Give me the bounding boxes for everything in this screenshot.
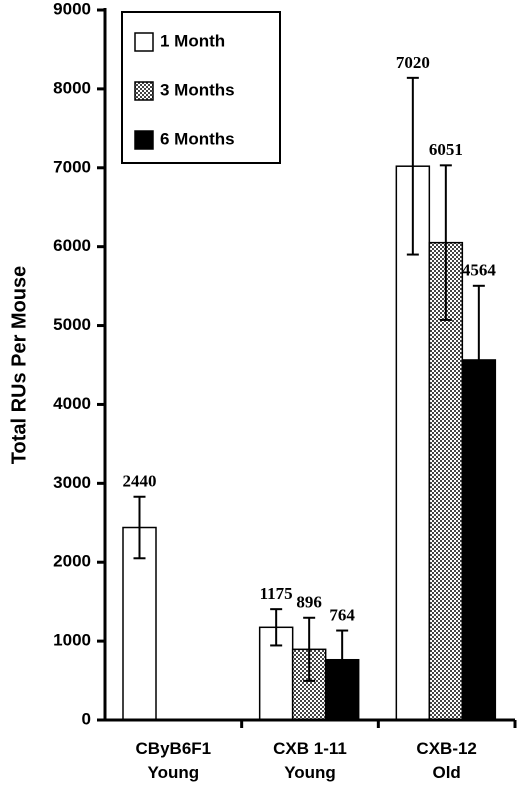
value-label: 6051 — [429, 140, 463, 159]
error-bar — [270, 608, 283, 647]
x-tick-label: CXB 1-11 Young — [273, 739, 347, 782]
error-bar — [133, 495, 146, 560]
legend-swatch — [134, 32, 154, 52]
value-label: 4564 — [462, 261, 497, 280]
legend-label: 1 Month — [160, 31, 225, 50]
y-tick-label: 1000 — [53, 631, 91, 650]
y-tick-label: 6000 — [53, 236, 91, 255]
y-tick-label: 8000 — [53, 78, 91, 97]
value-label: 7020 — [396, 53, 430, 72]
legend-swatch — [134, 130, 154, 150]
x-tick-label: CXB-12 Old — [416, 739, 476, 782]
y-tick-label: 2000 — [53, 552, 91, 571]
y-tick-label: 3000 — [53, 473, 91, 492]
y-tick-label: 5000 — [53, 315, 91, 334]
y-tick-label: 7000 — [53, 157, 91, 176]
y-tick-label: 0 — [82, 709, 91, 728]
value-label: 764 — [329, 605, 355, 624]
legend-label: 6 Months — [160, 129, 235, 148]
y-tick-label: 9000 — [53, 0, 91, 18]
y-axis-label: Total RUs Per Mouse — [8, 266, 30, 465]
value-label: 2440 — [123, 472, 157, 491]
legend-label: 3 Months — [160, 80, 235, 99]
value-label: 896 — [296, 593, 322, 612]
bar — [428, 241, 464, 721]
y-tick-label: 4000 — [53, 394, 91, 413]
error-bar — [439, 164, 452, 321]
x-tick-label: CByB6F1 Young — [136, 739, 212, 782]
error-bar — [406, 76, 419, 256]
value-label: 1175 — [260, 584, 293, 603]
legend-swatch — [134, 81, 154, 101]
error-bar — [336, 629, 349, 690]
error-bar — [303, 616, 316, 682]
bar — [395, 165, 431, 721]
error-bar — [472, 284, 485, 436]
